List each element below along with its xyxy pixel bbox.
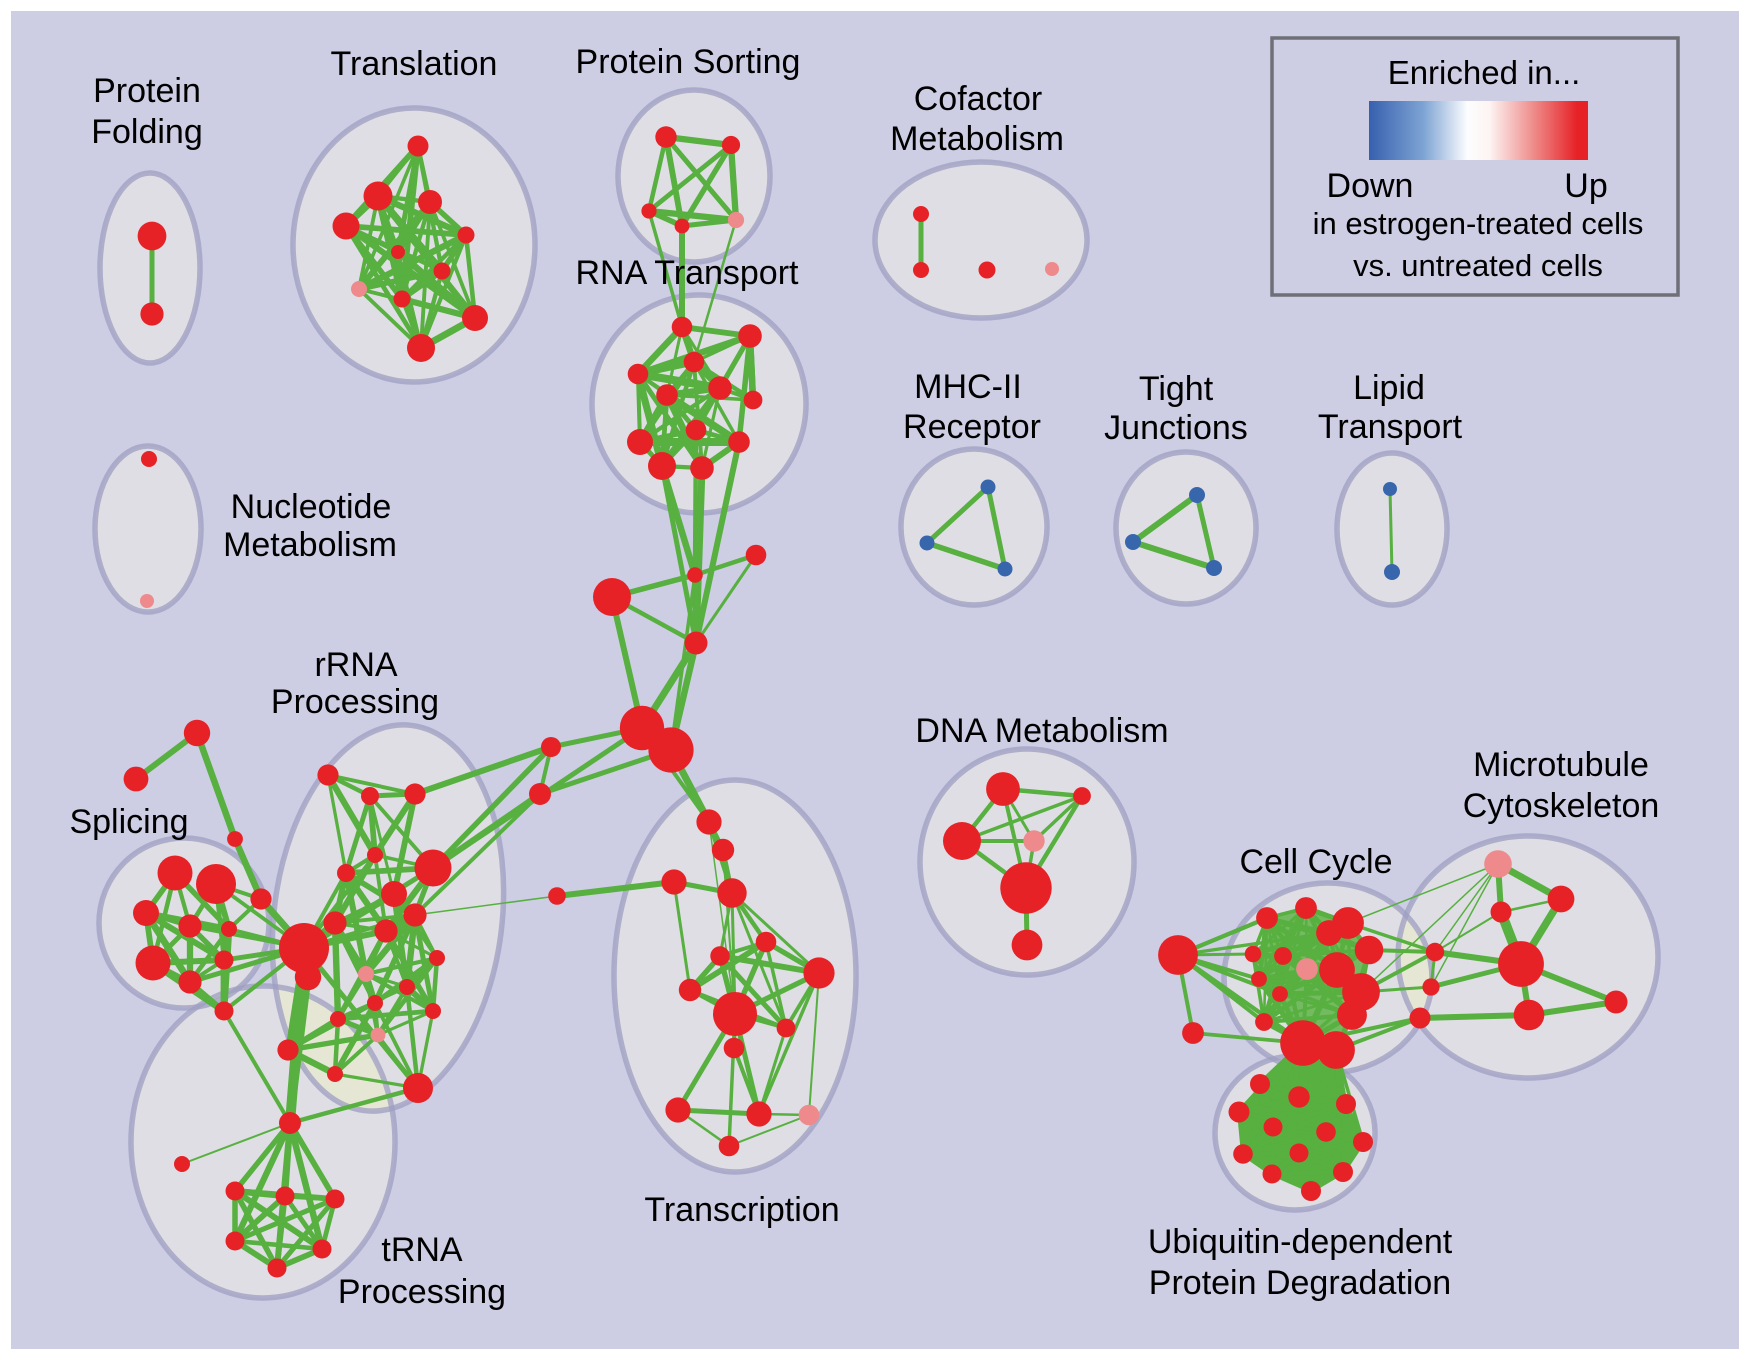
svg-text:in estrogen-treated cells: in estrogen-treated cells <box>1313 206 1644 241</box>
svg-text:Enriched in...: Enriched in... <box>1388 54 1581 91</box>
svg-text:Receptor: Receptor <box>903 408 1041 446</box>
svg-text:Metabolism: Metabolism <box>890 120 1064 158</box>
svg-text:Folding: Folding <box>91 113 203 151</box>
svg-text:MHC-II: MHC-II <box>914 368 1022 406</box>
svg-text:Protein: Protein <box>93 72 201 110</box>
svg-text:Cofactor: Cofactor <box>914 80 1043 118</box>
svg-text:Splicing: Splicing <box>69 803 188 841</box>
svg-text:Metabolism: Metabolism <box>223 526 397 564</box>
svg-text:rRNA: rRNA <box>314 646 397 684</box>
svg-text:Tight: Tight <box>1139 370 1214 408</box>
svg-text:tRNA: tRNA <box>381 1231 463 1269</box>
svg-text:DNA Metabolism: DNA Metabolism <box>915 712 1168 750</box>
svg-text:Processing: Processing <box>271 683 439 721</box>
svg-text:Lipid: Lipid <box>1353 369 1425 407</box>
svg-text:Transport: Transport <box>1318 408 1463 446</box>
svg-text:Protein Sorting: Protein Sorting <box>576 43 801 81</box>
svg-text:Junctions: Junctions <box>1104 409 1248 447</box>
svg-text:Translation: Translation <box>331 45 498 83</box>
svg-text:Microtubule: Microtubule <box>1473 746 1649 784</box>
svg-text:Ubiquitin-dependent: Ubiquitin-dependent <box>1148 1223 1453 1261</box>
svg-text:Transcription: Transcription <box>644 1191 839 1229</box>
svg-text:Down: Down <box>1327 167 1414 205</box>
svg-text:Cytoskeleton: Cytoskeleton <box>1463 787 1660 825</box>
svg-text:Nucleotide: Nucleotide <box>231 488 392 526</box>
svg-text:Processing: Processing <box>338 1273 506 1311</box>
svg-text:RNA Transport: RNA Transport <box>576 254 800 292</box>
svg-text:vs. untreated cells: vs. untreated cells <box>1353 248 1603 283</box>
svg-text:Protein Degradation: Protein Degradation <box>1149 1264 1451 1302</box>
svg-text:Up: Up <box>1564 167 1607 205</box>
svg-text:Cell Cycle: Cell Cycle <box>1239 843 1392 881</box>
